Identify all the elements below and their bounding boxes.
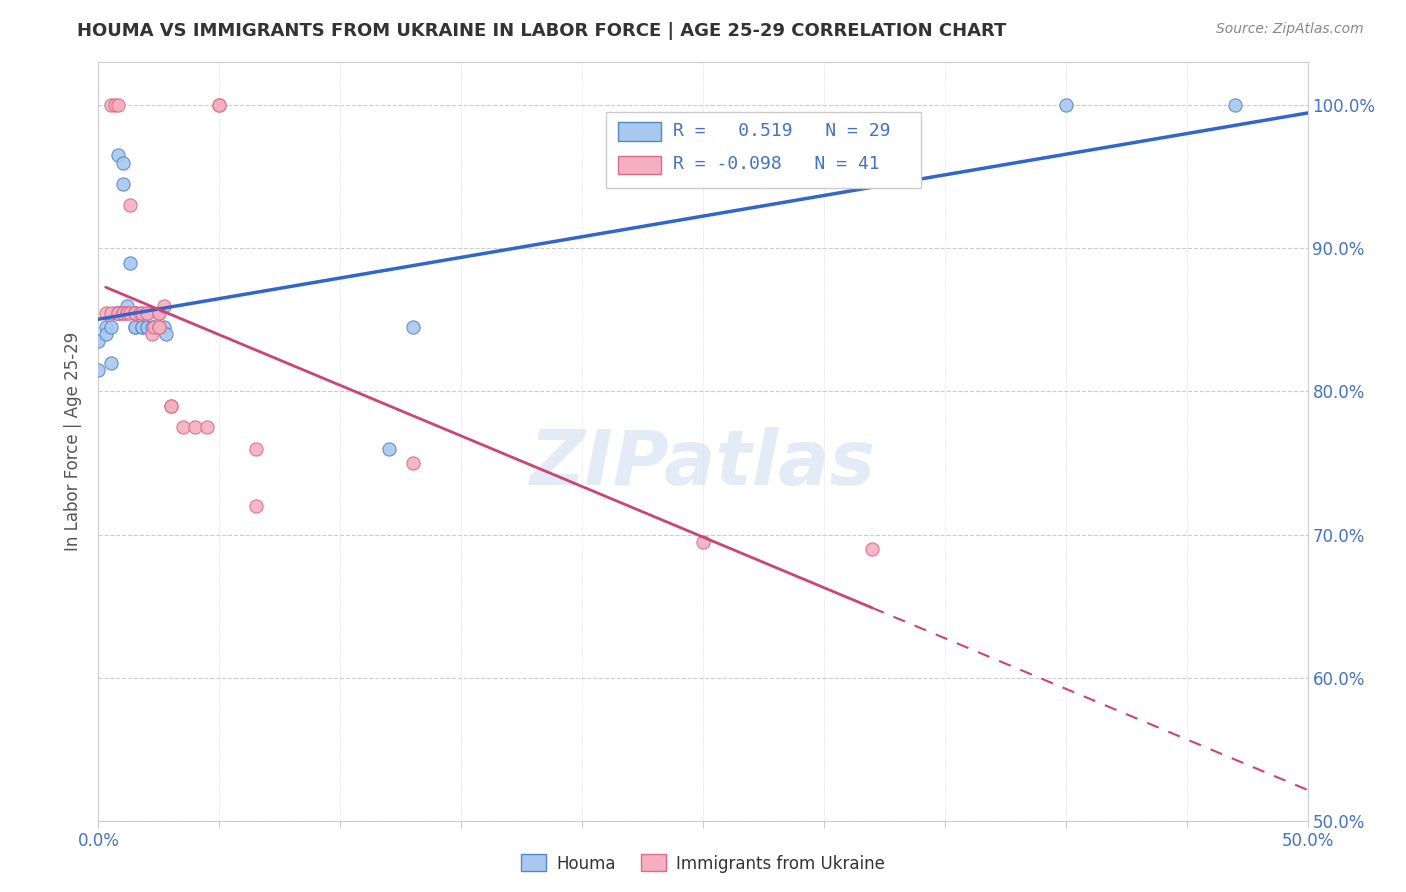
Point	[107, 148, 129, 162]
Text: ZIPatlas: ZIPatlas	[530, 427, 876, 501]
Point	[87, 334, 110, 349]
Point	[184, 420, 207, 434]
Point	[107, 306, 129, 320]
Point	[107, 306, 129, 320]
Text: HOUMA VS IMMIGRANTS FROM UKRAINE IN LABOR FORCE | AGE 25-29 CORRELATION CHART: HOUMA VS IMMIGRANTS FROM UKRAINE IN LABO…	[77, 22, 1007, 40]
Point	[94, 320, 117, 334]
Point	[402, 456, 425, 470]
Point	[131, 320, 153, 334]
Point	[117, 306, 139, 320]
Point	[87, 363, 110, 377]
Point	[128, 306, 150, 320]
Point	[100, 306, 122, 320]
Point	[152, 299, 174, 313]
Point	[107, 306, 129, 320]
Point	[100, 98, 122, 112]
Point	[1054, 98, 1077, 112]
Point	[155, 327, 177, 342]
Point	[208, 98, 231, 112]
Point	[148, 320, 170, 334]
FancyBboxPatch shape	[606, 112, 921, 187]
Point	[152, 320, 174, 334]
Point	[692, 534, 714, 549]
Point	[107, 306, 129, 320]
Point	[107, 98, 129, 112]
Point	[135, 306, 157, 320]
Point	[402, 320, 425, 334]
Point	[94, 327, 117, 342]
Point	[111, 177, 134, 191]
Point	[160, 399, 183, 413]
Point	[135, 320, 157, 334]
Point	[124, 320, 146, 334]
Point	[148, 320, 170, 334]
Point	[104, 306, 127, 320]
Point	[100, 356, 122, 370]
Point	[141, 320, 163, 334]
Text: R =   0.519   N = 29: R = 0.519 N = 29	[672, 121, 890, 140]
Point	[124, 306, 146, 320]
Point	[111, 306, 134, 320]
Point	[118, 198, 141, 212]
Text: Source: ZipAtlas.com: Source: ZipAtlas.com	[1216, 22, 1364, 37]
Point	[195, 420, 218, 434]
Legend: Houma, Immigrants from Ukraine: Houma, Immigrants from Ukraine	[515, 847, 891, 880]
Point	[124, 306, 146, 320]
Point	[111, 306, 134, 320]
Point	[117, 306, 139, 320]
Point	[94, 306, 117, 320]
Point	[124, 306, 146, 320]
Point	[124, 320, 146, 334]
Point	[860, 541, 883, 556]
Point	[172, 420, 194, 434]
Point	[143, 320, 166, 334]
Point	[117, 299, 139, 313]
Point	[148, 320, 170, 334]
Point	[124, 306, 146, 320]
Point	[377, 442, 399, 456]
Point	[118, 256, 141, 270]
Point	[208, 98, 231, 112]
Point	[148, 306, 170, 320]
Point	[160, 399, 183, 413]
Point	[111, 306, 134, 320]
Point	[141, 327, 163, 342]
Point	[104, 98, 127, 112]
Point	[135, 306, 157, 320]
Point	[148, 306, 170, 320]
Point	[1223, 98, 1246, 112]
Point	[135, 320, 157, 334]
FancyBboxPatch shape	[619, 122, 661, 141]
Point	[118, 306, 141, 320]
Point	[100, 320, 122, 334]
Text: R = -0.098   N = 41: R = -0.098 N = 41	[672, 155, 879, 173]
Point	[131, 320, 153, 334]
Point	[245, 442, 267, 456]
Point	[245, 499, 267, 513]
Point	[143, 320, 166, 334]
Y-axis label: In Labor Force | Age 25-29: In Labor Force | Age 25-29	[65, 332, 83, 551]
Point	[111, 155, 134, 169]
FancyBboxPatch shape	[619, 156, 661, 174]
Point	[131, 306, 153, 320]
